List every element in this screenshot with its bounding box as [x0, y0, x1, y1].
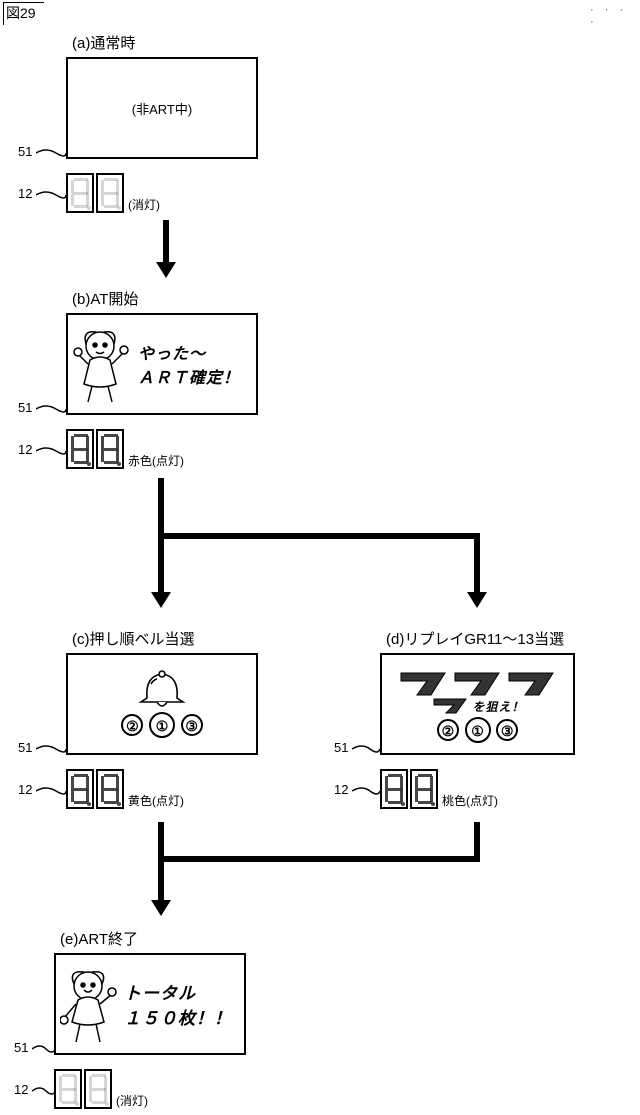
panel-e: (e)ART終了 トータル １５０枚！！ 51	[54, 928, 246, 1109]
seg-note-c: 黄色(点灯)	[128, 792, 184, 809]
panel-c-title: (c)押し順ベル当選	[72, 628, 258, 649]
flow-connector	[158, 533, 480, 539]
order-num: ②	[121, 714, 143, 736]
seg7-icon	[66, 173, 94, 213]
panel-a-screen: (非ART中)	[66, 57, 258, 159]
seven-small-icon	[430, 697, 470, 715]
ref-51-c: 51	[18, 740, 66, 755]
seg-pair-a	[66, 173, 124, 213]
panel-a-text: (非ART中)	[132, 99, 192, 118]
seg7-icon	[96, 173, 124, 213]
seg7-icon	[66, 769, 94, 809]
seg7-icon	[380, 769, 408, 809]
seg-note-b: 赤色(点灯)	[128, 452, 184, 469]
seg7-icon	[410, 769, 438, 809]
ref-12-a: 12	[18, 186, 66, 201]
panel-b-screen: やった～ ＡＲＴ確定！	[66, 313, 258, 415]
ref-51-e: 51	[14, 1040, 56, 1055]
arrow-a-b	[156, 220, 176, 278]
panel-b-line2: ＡＲＴ確定！	[138, 364, 240, 388]
panel-a: (a)通常時 (非ART中) 51 12 (消灯)	[66, 32, 258, 213]
panel-e-title: (e)ART終了	[60, 928, 246, 949]
panel-b-title: (b)AT開始	[72, 288, 258, 309]
panel-e-line1: トータル	[124, 979, 232, 1004]
ref-12-c: 12	[18, 782, 66, 797]
seg7-icon	[84, 1069, 112, 1109]
ref-51-a: 51	[18, 144, 66, 159]
push-order-d: ② ① ③	[436, 717, 519, 743]
seg7-icon	[96, 429, 124, 469]
order-num: ③	[181, 714, 203, 736]
push-order-c: ② ① ③	[120, 712, 203, 738]
order-num: ②	[437, 719, 459, 741]
order-num: ①	[149, 712, 175, 738]
seg-pair-d	[380, 769, 438, 809]
ref-12-d: 12	[334, 782, 380, 797]
seg-note-a: (消灯)	[128, 196, 160, 213]
character-icon	[72, 324, 132, 404]
flow-connector	[158, 856, 164, 902]
panel-a-title: (a)通常時	[72, 32, 258, 53]
ref-12-b: 12	[18, 442, 66, 457]
figure-label: 図29	[3, 2, 44, 25]
order-num: ③	[496, 719, 518, 741]
flow-connector	[474, 533, 480, 593]
seg-pair-e	[54, 1069, 112, 1109]
flow-connector	[158, 478, 164, 533]
seg-note-d: 桃色(点灯)	[442, 792, 498, 809]
panel-b: (b)AT開始 やった～ ＡＲＴ確定！ 51	[66, 288, 258, 469]
ref-51-b: 51	[18, 400, 66, 415]
ref-51-d: 51	[334, 740, 380, 755]
page-dots: · · · ·	[590, 4, 640, 28]
ref-12-e: 12	[14, 1082, 56, 1097]
bell-icon	[137, 670, 187, 710]
seg7-icon	[54, 1069, 82, 1109]
panel-d-hint: を狙え！	[472, 698, 524, 715]
seg7-icon	[66, 429, 94, 469]
panel-d: (d)リプレイGR11～13当選 を狙え！ ② ① ③ 51 12	[380, 628, 575, 809]
flow-connector	[158, 533, 164, 593]
seven-row-icon	[393, 669, 563, 699]
panel-d-screen: を狙え！ ② ① ③	[380, 653, 575, 755]
character-icon	[60, 964, 120, 1044]
seg-pair-b	[66, 429, 124, 469]
panel-b-line1: やった～	[138, 340, 240, 364]
panel-e-screen: トータル １５０枚！！	[54, 953, 246, 1055]
flow-connector	[158, 856, 480, 862]
panel-e-line2: １５０枚！！	[124, 1004, 232, 1029]
seg-note-e: (消灯)	[116, 1092, 148, 1109]
panel-d-title: (d)リプレイGR11～13当選	[386, 628, 575, 649]
seg-pair-c	[66, 769, 124, 809]
seg7-icon	[96, 769, 124, 809]
panel-c-screen: ② ① ③	[66, 653, 258, 755]
panel-c: (c)押し順ベル当選 ② ① ③ 51 12	[66, 628, 258, 809]
order-num: ①	[465, 717, 491, 743]
